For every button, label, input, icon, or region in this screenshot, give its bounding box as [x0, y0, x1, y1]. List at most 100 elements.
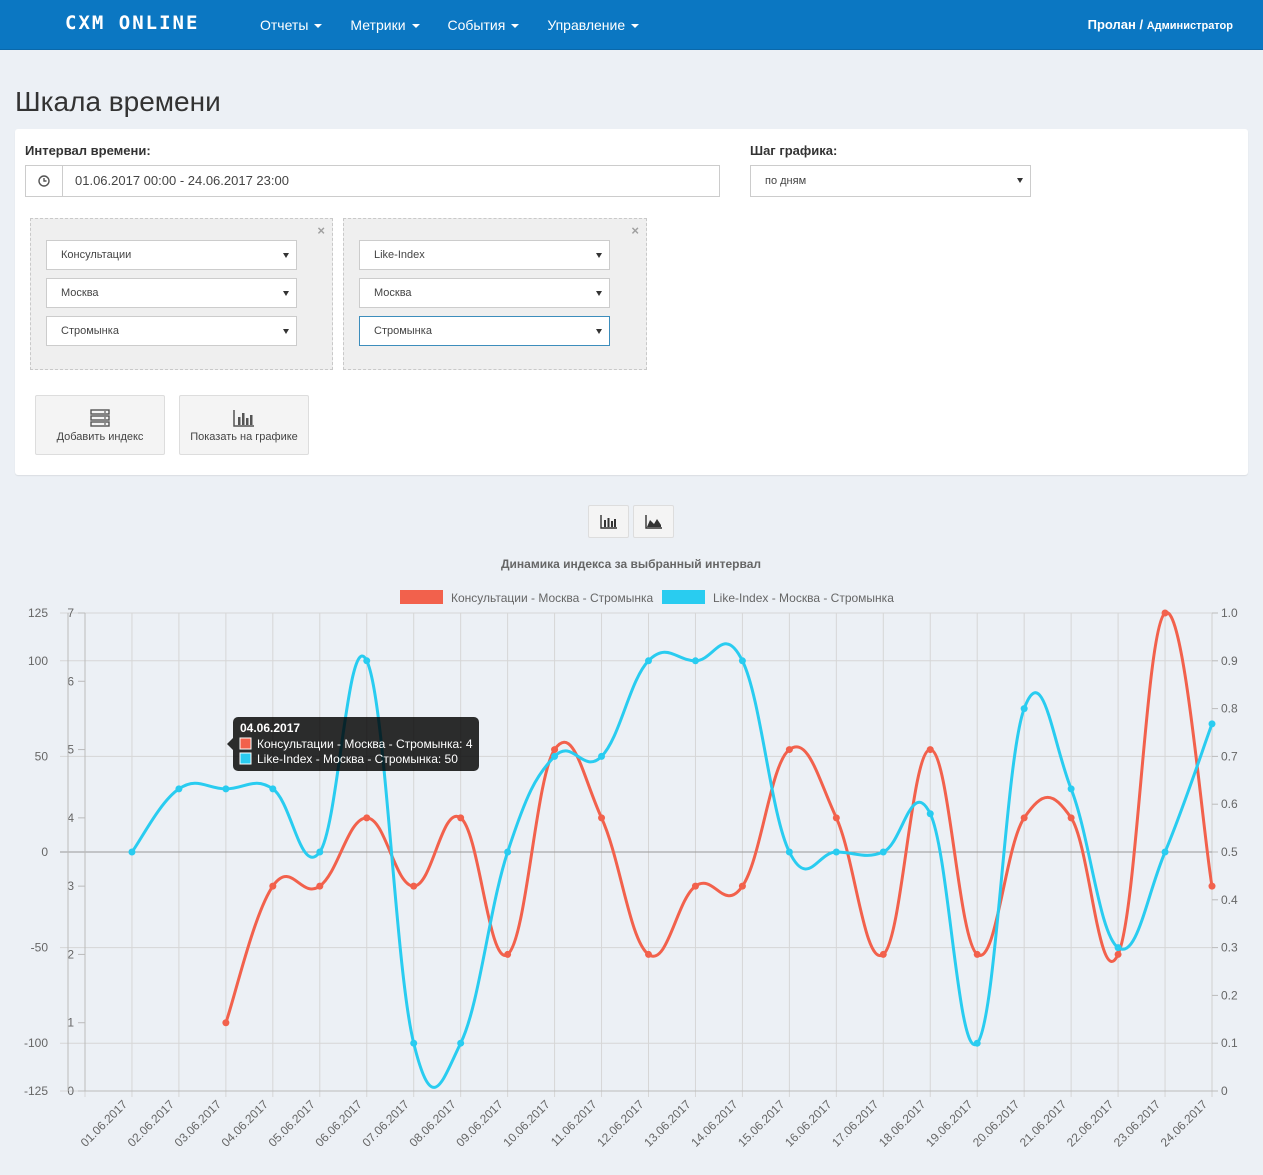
y-left-outer-tick: 125	[28, 606, 48, 620]
x-tick-label: 21.06.2017	[1017, 1097, 1070, 1150]
x-tick-label: 19.06.2017	[923, 1097, 976, 1150]
tooltip-title: 04.06.2017	[240, 721, 300, 735]
data-point	[1114, 944, 1122, 952]
data-point	[269, 785, 277, 793]
y-left-inner-tick: 0	[67, 1084, 74, 1098]
x-tick-label: 04.06.2017	[219, 1097, 272, 1150]
dropdown-arrow-icon	[596, 329, 602, 334]
clock-icon	[26, 166, 63, 196]
x-tick-label: 02.06.2017	[125, 1097, 178, 1150]
x-tick-label: 22.06.2017	[1064, 1097, 1117, 1150]
data-point	[832, 848, 840, 856]
x-tick-label: 18.06.2017	[876, 1097, 929, 1150]
close-icon[interactable]: ×	[317, 223, 325, 238]
data-point	[551, 746, 559, 754]
data-point	[691, 882, 699, 890]
caret-down-icon	[411, 24, 420, 29]
menu-reports[interactable]: Отчеты	[246, 0, 336, 50]
data-point	[879, 848, 887, 856]
step-select[interactable]: по дням	[750, 165, 1031, 197]
index1-metric-select[interactable]: Консультации	[46, 240, 297, 270]
data-point	[128, 848, 136, 856]
area-chart-toggle[interactable]	[633, 505, 674, 538]
interval-input[interactable]: 01.06.2017 00:00 - 24.06.2017 23:00	[25, 165, 720, 197]
data-point	[175, 785, 183, 793]
legend-label: Консультации - Москва - Стромынка	[451, 591, 653, 605]
data-point	[738, 657, 746, 665]
x-tick-label: 06.06.2017	[313, 1097, 366, 1150]
index-box-2: × Like-Index Москва Стромынка	[343, 218, 647, 370]
step-label: Шаг графика:	[750, 143, 838, 158]
show-chart-button[interactable]: Показать на графике	[179, 395, 309, 455]
y-left-outer-tick: -100	[24, 1036, 48, 1050]
y-right-tick: 0.2	[1221, 988, 1238, 1002]
bar-chart-icon	[599, 514, 617, 529]
y-right-tick: 0.1	[1221, 1036, 1238, 1050]
user-separator: /	[1135, 17, 1147, 32]
index1-metric-value: Консультации	[61, 249, 132, 261]
page-title: Шкала времени	[15, 86, 221, 117]
x-tick-label: 03.06.2017	[172, 1097, 225, 1150]
tooltip-line: Like-Index - Москва - Стромынка: 50	[257, 752, 458, 766]
index2-location-select[interactable]: Стромынка	[359, 316, 610, 346]
server-icon	[90, 409, 110, 427]
data-point	[1114, 950, 1122, 958]
y-left-outer-tick: 100	[28, 654, 48, 668]
data-point	[1020, 814, 1028, 822]
index-box-1: × Консультации Москва Стромынка	[30, 218, 333, 370]
index2-city-value: Москва	[374, 287, 412, 299]
bar-chart-toggle[interactable]	[588, 505, 629, 538]
main-menu: Отчеты Метрики События Управление	[246, 0, 653, 50]
y-right-tick: 0.5	[1221, 845, 1238, 859]
filters-panel: Интервал времени: 01.06.2017 00:00 - 24.…	[15, 129, 1248, 475]
series-line	[130, 642, 1214, 1089]
index1-city-select[interactable]: Москва	[46, 278, 297, 308]
step-select-value: по дням	[765, 175, 807, 187]
chart-title: Динамика индекса за выбранный интервал	[501, 557, 761, 571]
user-name: Пролан	[1087, 17, 1136, 32]
data-point	[269, 882, 277, 890]
legend-swatch	[662, 590, 705, 604]
y-left-inner-tick: 3	[67, 879, 74, 893]
data-point	[316, 882, 324, 890]
y-right-tick: 0.4	[1221, 893, 1238, 907]
user-menu[interactable]: Пролан / Администратор	[1088, 17, 1233, 32]
data-point	[1020, 705, 1028, 713]
close-icon[interactable]: ×	[631, 223, 639, 238]
x-tick-label: 11.06.2017	[548, 1097, 600, 1149]
data-point	[691, 657, 699, 665]
bar-chart-icon	[233, 410, 254, 427]
x-tick-label: 05.06.2017	[266, 1097, 319, 1150]
y-left-inner-tick: 7	[67, 606, 74, 620]
data-point	[316, 848, 324, 856]
data-point	[551, 752, 559, 760]
data-point	[1208, 882, 1216, 890]
x-tick-label: 16.06.2017	[782, 1097, 835, 1150]
data-point	[785, 746, 793, 754]
data-point	[973, 950, 981, 958]
menu-events[interactable]: События	[434, 0, 534, 50]
y-left-outer-tick: -125	[24, 1084, 48, 1098]
index2-metric-value: Like-Index	[374, 249, 425, 261]
menu-reports-label: Отчеты	[260, 17, 309, 33]
data-point	[504, 950, 512, 958]
x-tick-label: 09.06.2017	[453, 1097, 506, 1150]
menu-management-label: Управление	[547, 17, 626, 33]
caret-down-icon	[314, 24, 323, 29]
data-point	[832, 814, 840, 822]
index1-city-value: Москва	[61, 287, 99, 299]
line-chart: Динамика индекса за выбранный интервал Ко…	[24, 557, 1238, 1150]
menu-metrics[interactable]: Метрики	[336, 0, 433, 50]
app-logo[interactable]: CXM ONLINE	[65, 12, 200, 34]
x-tick-label: 08.06.2017	[406, 1097, 459, 1150]
menu-management[interactable]: Управление	[533, 0, 653, 50]
index2-city-select[interactable]: Москва	[359, 278, 610, 308]
y-left-outer-tick: -50	[31, 941, 49, 955]
index2-metric-select[interactable]: Like-Index	[359, 240, 610, 270]
menu-events-label: События	[447, 17, 506, 33]
dropdown-arrow-icon	[596, 291, 602, 296]
x-tick-label: 13.06.2017	[641, 1097, 694, 1150]
add-index-button[interactable]: Добавить индекс	[35, 395, 165, 455]
data-point	[1161, 609, 1169, 617]
index1-location-select[interactable]: Стромынка	[46, 316, 297, 346]
